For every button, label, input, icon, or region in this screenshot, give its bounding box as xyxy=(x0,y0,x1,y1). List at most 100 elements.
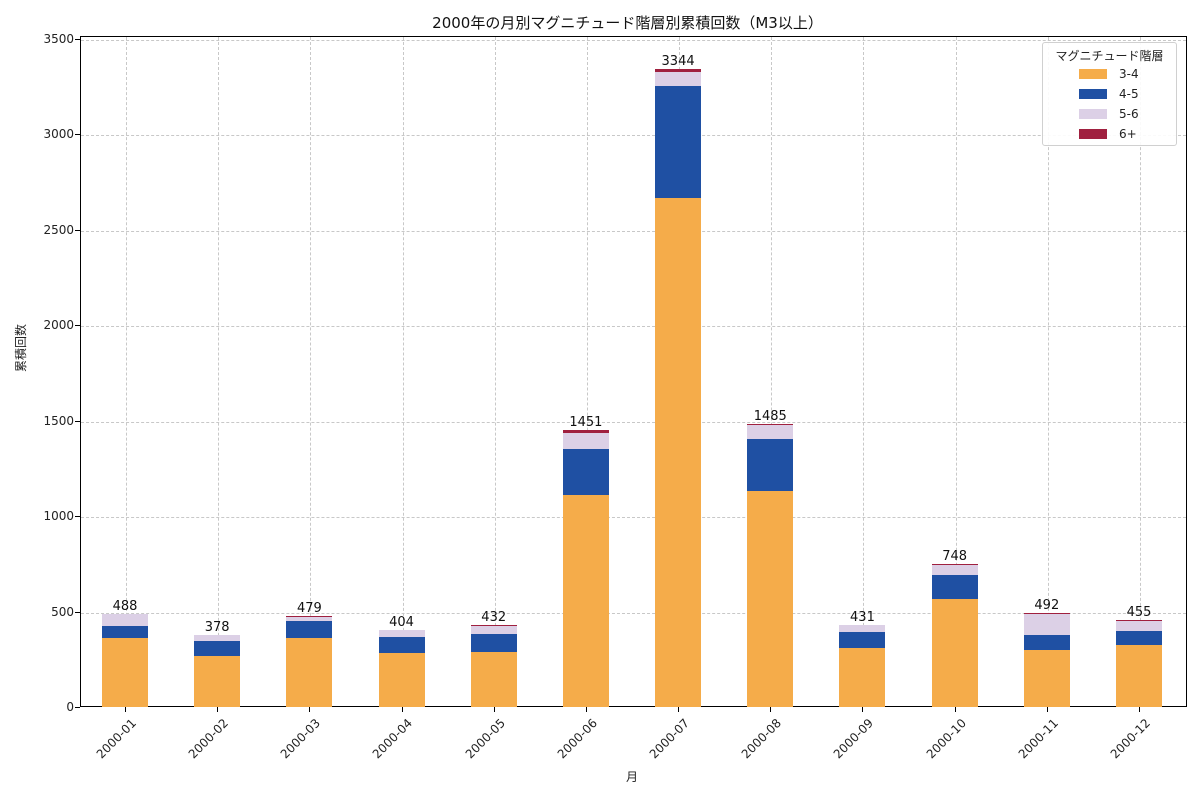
x-tick-mark xyxy=(678,707,680,712)
legend-item[interactable]: 3-4 xyxy=(1043,64,1176,84)
x-tick-mark xyxy=(401,707,403,712)
bar-segment-3-4[interactable] xyxy=(286,637,333,707)
bar-segment-4-5[interactable] xyxy=(931,574,978,599)
x-tick-label: 2000-04 xyxy=(370,716,416,762)
x-tick-label: 2000-10 xyxy=(923,716,969,762)
y-tick-label: 2000 xyxy=(43,318,74,333)
bar-segment-4-5[interactable] xyxy=(378,636,425,653)
bar-segment-3-4[interactable] xyxy=(1116,644,1162,707)
bar-segment-4-5[interactable] xyxy=(839,631,886,649)
gridline-vertical xyxy=(126,37,127,706)
bar-total-label: 404 xyxy=(389,614,414,630)
x-tick-label: 2000-07 xyxy=(646,716,692,762)
bar-segment-5-6[interactable] xyxy=(931,565,978,575)
x-tick-mark xyxy=(309,707,311,712)
bar-segment-5-6[interactable] xyxy=(1023,614,1070,636)
legend-swatch-icon xyxy=(1079,129,1107,139)
bar-segment-5-6[interactable] xyxy=(470,625,517,634)
y-tick-mark xyxy=(75,325,80,327)
plot-area xyxy=(80,36,1187,707)
bar-segment-5-6[interactable] xyxy=(102,613,148,627)
bar-segment-4-5[interactable] xyxy=(747,439,794,491)
bar-segment-6plus[interactable] xyxy=(655,68,702,73)
bar-segment-6plus[interactable] xyxy=(931,564,978,566)
y-tick-label: 3000 xyxy=(43,127,74,142)
x-tick-mark xyxy=(217,707,219,712)
bar-segment-6plus[interactable] xyxy=(1023,613,1070,615)
bar-total-label: 1451 xyxy=(569,415,603,431)
bar-segment-5-6[interactable] xyxy=(194,634,241,641)
bar-segment-3-4[interactable] xyxy=(655,197,702,707)
legend-item[interactable]: 5-6 xyxy=(1043,104,1176,124)
y-tick-mark xyxy=(75,39,80,40)
bar-total-label: 432 xyxy=(481,609,507,625)
bar-total-label: 488 xyxy=(112,598,138,614)
bar-segment-3-4[interactable] xyxy=(470,652,517,707)
bar-segment-6plus[interactable] xyxy=(747,423,794,426)
bar-total-label: 378 xyxy=(204,619,230,635)
bar-segment-5-6[interactable] xyxy=(562,432,609,449)
y-tick-label: 500 xyxy=(51,604,74,619)
y-tick-mark xyxy=(75,516,80,518)
bar-segment-5-6[interactable] xyxy=(655,72,702,86)
y-tick-mark xyxy=(75,707,80,708)
bar-segment-5-6[interactable] xyxy=(1116,621,1162,632)
bar-segment-4-5[interactable] xyxy=(1116,631,1162,645)
bar-segment-3-4[interactable] xyxy=(931,598,978,707)
gridline-vertical xyxy=(586,37,588,706)
bar-total-label: 431 xyxy=(850,609,875,625)
gridline-horizontal xyxy=(81,612,1186,614)
bar-segment-5-6[interactable] xyxy=(286,616,333,621)
bar-segment-4-5[interactable] xyxy=(286,620,333,638)
y-tick-label: 1500 xyxy=(43,413,74,428)
x-tick-mark xyxy=(954,707,956,712)
bar-segment-6plus[interactable] xyxy=(286,615,333,617)
bar-total-label: 748 xyxy=(942,549,968,565)
bar-segment-3-4[interactable] xyxy=(562,494,609,707)
bar-segment-6plus[interactable] xyxy=(1116,620,1162,622)
gridline-vertical xyxy=(955,37,957,706)
bar-segment-6plus[interactable] xyxy=(562,430,609,433)
x-tick-mark xyxy=(585,707,587,712)
legend-label: 5-6 xyxy=(1119,107,1139,121)
bar-segment-4-5[interactable] xyxy=(655,85,702,198)
gridline-vertical xyxy=(771,37,773,706)
bar-segment-4-5[interactable] xyxy=(562,448,609,495)
bar-segment-3-4[interactable] xyxy=(378,652,425,707)
gridline-vertical xyxy=(863,37,865,706)
bar-segment-4-5[interactable] xyxy=(1023,635,1070,650)
bar-segment-3-4[interactable] xyxy=(839,648,886,707)
bar-segment-5-6[interactable] xyxy=(747,425,794,440)
bar-segment-6plus[interactable] xyxy=(470,624,517,626)
legend-item[interactable]: 4-5 xyxy=(1043,84,1176,104)
y-axis-label: 累積回数 xyxy=(14,323,28,372)
bar-segment-5-6[interactable] xyxy=(378,629,425,637)
x-tick-mark xyxy=(125,707,126,712)
x-tick-mark xyxy=(862,707,864,712)
legend-title: マグニチュード階層 xyxy=(1055,49,1164,63)
x-tick-mark xyxy=(770,707,772,712)
x-tick-label: 2000-06 xyxy=(554,716,600,762)
bar-total-label: 1485 xyxy=(753,408,787,424)
y-tick-mark xyxy=(75,134,80,136)
legend-item[interactable]: 6+ xyxy=(1043,124,1176,144)
legend: マグニチュード階層 3-4 4-5 5-6 6+ xyxy=(1042,42,1177,146)
bar-segment-3-4[interactable] xyxy=(194,656,241,707)
gridline-horizontal xyxy=(81,230,1186,232)
bar-segment-4-5[interactable] xyxy=(470,633,517,653)
bar-segment-4-5[interactable] xyxy=(194,640,241,657)
legend-swatch-icon xyxy=(1079,69,1107,79)
gridline-vertical xyxy=(402,37,404,706)
x-tick-mark xyxy=(1139,707,1140,712)
legend-swatch-icon xyxy=(1079,89,1107,99)
bar-segment-3-4[interactable] xyxy=(1023,649,1070,707)
bar-segment-3-4[interactable] xyxy=(102,637,148,707)
bar-total-label: 455 xyxy=(1126,605,1152,621)
x-axis-label: 月 xyxy=(626,770,639,784)
x-tick-mark xyxy=(493,707,495,712)
x-tick-label: 2000-12 xyxy=(1107,716,1153,762)
bar-segment-3-4[interactable] xyxy=(747,490,794,707)
bar-segment-4-5[interactable] xyxy=(102,626,148,638)
bar-segment-5-6[interactable] xyxy=(839,624,886,632)
legend-label: 4-5 xyxy=(1119,87,1139,101)
